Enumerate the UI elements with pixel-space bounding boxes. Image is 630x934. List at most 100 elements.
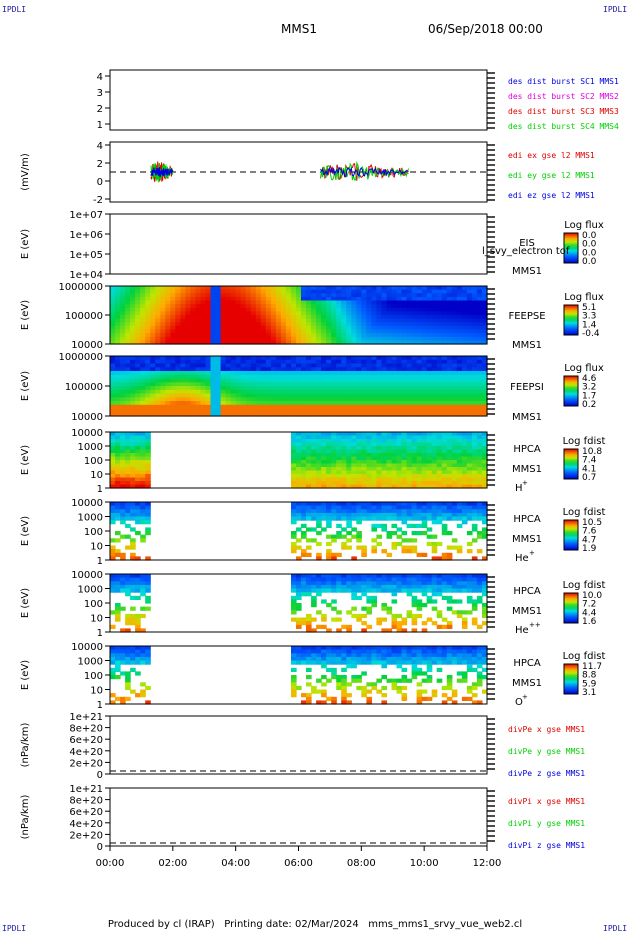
colorbar-tick-label: 0.0 <box>582 231 597 241</box>
spectrogram-cell <box>376 581 382 586</box>
spectrogram-cell <box>250 389 257 395</box>
spectrogram-cell <box>326 463 332 468</box>
spectrogram-cell <box>411 304 418 309</box>
spectrogram-cell <box>140 382 146 387</box>
spectrogram-cell <box>386 512 393 518</box>
spectrogram-cell <box>406 363 413 368</box>
spectrogram-cell <box>391 293 398 298</box>
spectrogram-cell <box>301 446 307 451</box>
spectrogram-cell <box>326 300 332 305</box>
spectrogram-cell <box>446 595 453 600</box>
spectrogram-cell <box>466 541 473 547</box>
spectrogram-cell <box>436 456 443 461</box>
spectrogram-cell <box>225 304 232 309</box>
spectrogram-cell <box>371 363 377 368</box>
spectrogram-cell <box>210 286 217 291</box>
spectrogram-cell <box>426 502 433 507</box>
spectrogram-cell <box>391 378 398 383</box>
species-label: H <box>515 483 523 494</box>
spectrogram-cell <box>185 329 191 334</box>
spectrogram-cell <box>376 463 382 468</box>
spectrogram-cell <box>316 367 322 372</box>
spectrogram-cell <box>311 359 317 365</box>
spectrogram-cell <box>446 656 453 662</box>
spectrogram-cell <box>326 584 332 590</box>
spectrogram-cell <box>205 300 212 305</box>
spectrogram-cell <box>351 439 357 444</box>
spectrogram-cell <box>301 307 307 312</box>
spectrogram-cell <box>466 667 473 672</box>
spectrogram-cell <box>130 453 136 458</box>
spectrogram-cell <box>150 382 156 387</box>
spectrogram-cell <box>316 325 322 331</box>
spectrogram-cell <box>421 333 428 338</box>
spectrogram-cell <box>185 296 191 302</box>
spectrogram-cell <box>115 371 121 376</box>
spectrogram-cell <box>280 289 287 294</box>
spectrogram-cell <box>376 307 382 312</box>
spectrogram-cell <box>280 374 287 380</box>
spectrogram-cell <box>371 545 377 550</box>
spectrogram-cell <box>150 393 156 398</box>
spectrogram-cell <box>411 545 418 550</box>
spectrogram-cell <box>150 318 156 323</box>
spectrogram-cell <box>110 693 116 698</box>
spectrogram-cell <box>436 435 443 440</box>
spectrogram-cell <box>391 460 398 465</box>
spectrogram-cell <box>135 356 141 361</box>
spectrogram-cell <box>461 460 468 465</box>
spectrogram-cell <box>311 442 317 447</box>
corner-label-bottom-left: IPDLI <box>2 924 27 933</box>
spectrogram-cell <box>386 393 393 398</box>
spectrogram-cell <box>326 382 332 387</box>
spectrogram-cell <box>386 502 393 507</box>
spectrogram-cell <box>311 527 317 532</box>
spectrogram-cell <box>326 667 332 672</box>
spectrogram-cell <box>265 329 272 334</box>
spectrogram-cell <box>321 315 327 320</box>
spectrogram-cell <box>371 456 377 461</box>
spectrogram-cell <box>331 453 337 458</box>
spectrogram-cell <box>125 509 131 514</box>
spectrogram-cell <box>260 367 267 372</box>
spectrogram-cell <box>416 389 423 395</box>
spectrogram-cell <box>421 304 428 309</box>
spectrogram-cell <box>255 386 262 391</box>
spectrogram-cell <box>336 340 342 345</box>
spectrogram-cell <box>446 340 453 345</box>
spectrogram-cell <box>396 325 403 331</box>
spectrogram-cell <box>306 667 312 672</box>
spectrogram-cell <box>346 624 352 629</box>
spectrogram-cell <box>431 693 438 698</box>
spectrogram-cell <box>471 693 478 698</box>
spectrogram-cell <box>120 628 126 633</box>
spectrogram-cell <box>386 505 393 510</box>
spectrogram-cell <box>471 435 478 440</box>
spectrogram-cell <box>386 318 393 323</box>
spectrogram-cell <box>401 449 408 454</box>
spectrogram-cell <box>190 397 196 402</box>
spectrogram-cell <box>482 404 488 410</box>
spectrogram-cell <box>160 311 166 316</box>
spectrogram-cell <box>160 397 166 402</box>
spectrogram-cell <box>431 653 438 658</box>
spectrogram-cell <box>195 401 202 406</box>
spectrogram-cell <box>451 329 458 334</box>
spectrogram-cell <box>376 371 382 376</box>
spectrogram-cell <box>110 432 116 437</box>
spectrogram-cell <box>110 502 116 507</box>
spectrogram-cell <box>326 512 332 518</box>
spectrogram-cell <box>351 378 357 383</box>
panel-hpca_h <box>105 431 579 489</box>
spectrogram-cell <box>245 412 252 417</box>
spectrogram-cell <box>456 613 463 619</box>
spectrogram-cell <box>125 470 131 475</box>
spectrogram-cell <box>366 322 372 327</box>
spectrogram-cell <box>291 374 297 380</box>
spectrogram-cell <box>421 296 428 302</box>
spectrogram-cell <box>321 363 327 368</box>
spectrogram-cell <box>451 545 458 550</box>
spectrogram-cell <box>125 516 131 521</box>
spectrogram-cell <box>291 502 297 507</box>
spectrogram-cell <box>110 359 116 365</box>
